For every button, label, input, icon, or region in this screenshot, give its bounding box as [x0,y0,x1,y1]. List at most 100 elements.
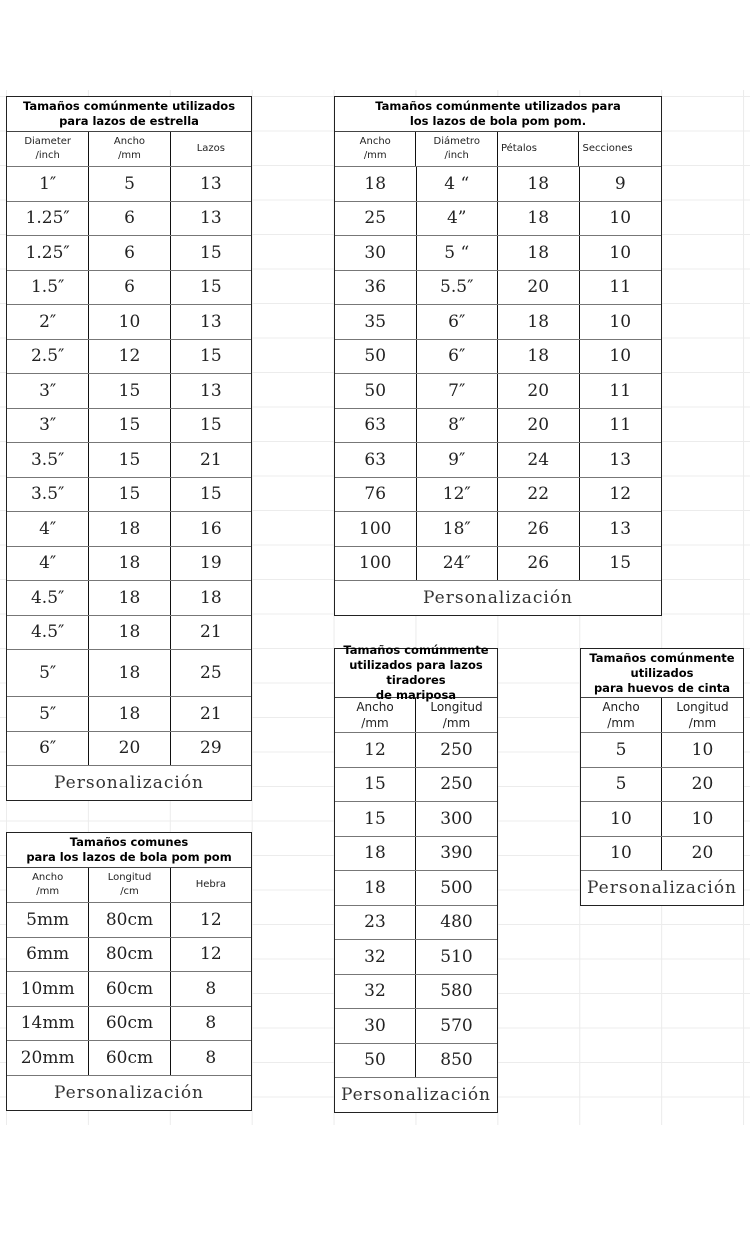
table-row: 35 6″ 18 10 [335,305,661,340]
column-header: Ancho /mm [335,698,416,732]
table-row: 1.5″ 6 15 [7,270,251,305]
table-row: 36 5.5″ 20 11 [335,270,661,305]
table-cell: 21 [200,622,222,643]
table-cell: 5″ [7,697,90,731]
footer-row: Personalización [7,766,251,800]
table-cell: 11 [609,277,632,298]
table-cell: 10 [609,346,632,367]
table-cell: 6mm [7,937,90,971]
table-cell: 32 [335,974,416,1008]
table-row: 20mm 60cm 8 [7,1041,251,1076]
table-cell: 15 [200,242,222,263]
table-row: 50 6″ 18 10 [335,339,661,374]
table-cell: 24 [498,443,580,477]
table-cell: 23 [335,905,416,939]
table-row: 3″ 15 13 [7,374,251,409]
table-row: 18 500 [335,871,497,906]
table-cell: 20 [691,843,714,864]
table-row: 5mm 80cm 12 [7,903,251,938]
table-cell: 12 [89,339,171,373]
table-cell: 10 [609,311,632,332]
table-row: 23 480 [335,905,497,940]
customization-label: Personalización [586,878,737,898]
table-cell: 30 [335,1009,416,1043]
table-cell: 1.25″ [7,236,90,270]
table-cell: 50 [335,1043,416,1077]
table-cell: 11 [609,415,632,436]
table-cell: 10 [609,208,632,229]
header-row: Ancho /mm Longitud /cm Hebra [7,868,251,903]
table-cell: 9 [614,173,626,194]
table-cell: 63 [335,443,417,477]
table-row: 3″ 15 15 [7,408,251,443]
sheet-margin-top [0,0,750,90]
table-cell: 18 [89,581,171,615]
table-cell: 25 [200,663,222,683]
table-cell: 5mm [7,903,90,937]
table-row: 100 18″ 26 13 [335,512,661,547]
table-star: Tamaños comúnmente utilizados para lazos… [6,96,252,801]
table-cell: 8 [205,1013,217,1034]
table-cell: 60cm [89,1041,171,1075]
table-cell: 11 [609,380,632,401]
footer-row: Personalización [335,1078,497,1112]
table-cell: 18 [200,587,222,608]
table-cell: 15 [200,346,222,367]
table-cell: 5 [581,733,662,767]
table-cell: 25 [335,201,417,235]
table-row: 30 570 [335,1009,497,1044]
table-cell: 16 [200,518,222,539]
table-cell: 50 [335,374,417,408]
table-cell: 18 [89,546,171,580]
table-cell: 10 [691,739,714,760]
table-row: 6″ 20 29 [7,731,251,766]
table-cell: 850 [440,1050,473,1071]
table-cell: 250 [440,739,473,760]
table-cell: 8 [205,1047,217,1068]
table-cell: 18 [89,512,171,546]
table-row: 5 20 [581,767,743,802]
table-title: Tamaños comúnmente utilizados para lazos… [335,643,497,702]
table-row: 63 9″ 24 13 [335,443,661,478]
column-header: Pétalos [498,132,580,166]
table-cell: 18″ [417,512,498,546]
table-cell: 14mm [7,1006,90,1040]
table-row: 4″ 18 19 [7,546,251,581]
header-row: Ancho /mm Longitud /mm [335,698,497,733]
table-cell: 26 [498,546,580,580]
table-cell: 18 [498,339,580,373]
table-row: 4″ 18 16 [7,512,251,547]
table-cell: 6″ [417,339,498,373]
table-cell: 30 [335,236,417,270]
table-row: 10mm 60cm 8 [7,972,251,1007]
table-cell: 10 [691,808,714,829]
footer-row: Personalización [7,1076,251,1110]
table-cell: 76 [335,477,417,511]
column-header: Ancho /mm [335,132,417,166]
table-cell: 10 [609,242,632,263]
table-cell: 13 [609,449,632,470]
table-cell: 6 [89,201,171,235]
table-row: 18 390 [335,836,497,871]
table-row: 1.25″ 6 15 [7,236,251,271]
table-cell: 4 “ [417,167,498,201]
table-cell: 13 [200,173,222,194]
table-cell: 1.25″ [7,201,90,235]
table-row: 18 4 “18 9 [335,167,661,202]
table-cell: 8″ [417,408,498,442]
table-row: 1.25″ 6 13 [7,201,251,236]
column-header: Longitud /cm [89,868,171,902]
table-cell: 12″ [417,477,498,511]
table-cell: 15 [609,553,632,574]
table-row: 76 12″ 22 12 [335,477,661,512]
table-cell: 4″ [7,546,90,580]
table-cell: 20 [498,374,580,408]
table-cell: 32 [335,940,416,974]
column-header: Ancho /mm [581,698,662,732]
table-cell: 3″ [7,408,90,442]
table-cell: 63 [335,408,417,442]
table-row: 25 4” 18 10 [335,201,661,236]
table-cell: 9″ [417,443,498,477]
table-row: 4.5″ 18 18 [7,581,251,616]
table-pompom: Tamaños comúnmente utilizados para los l… [334,96,662,616]
